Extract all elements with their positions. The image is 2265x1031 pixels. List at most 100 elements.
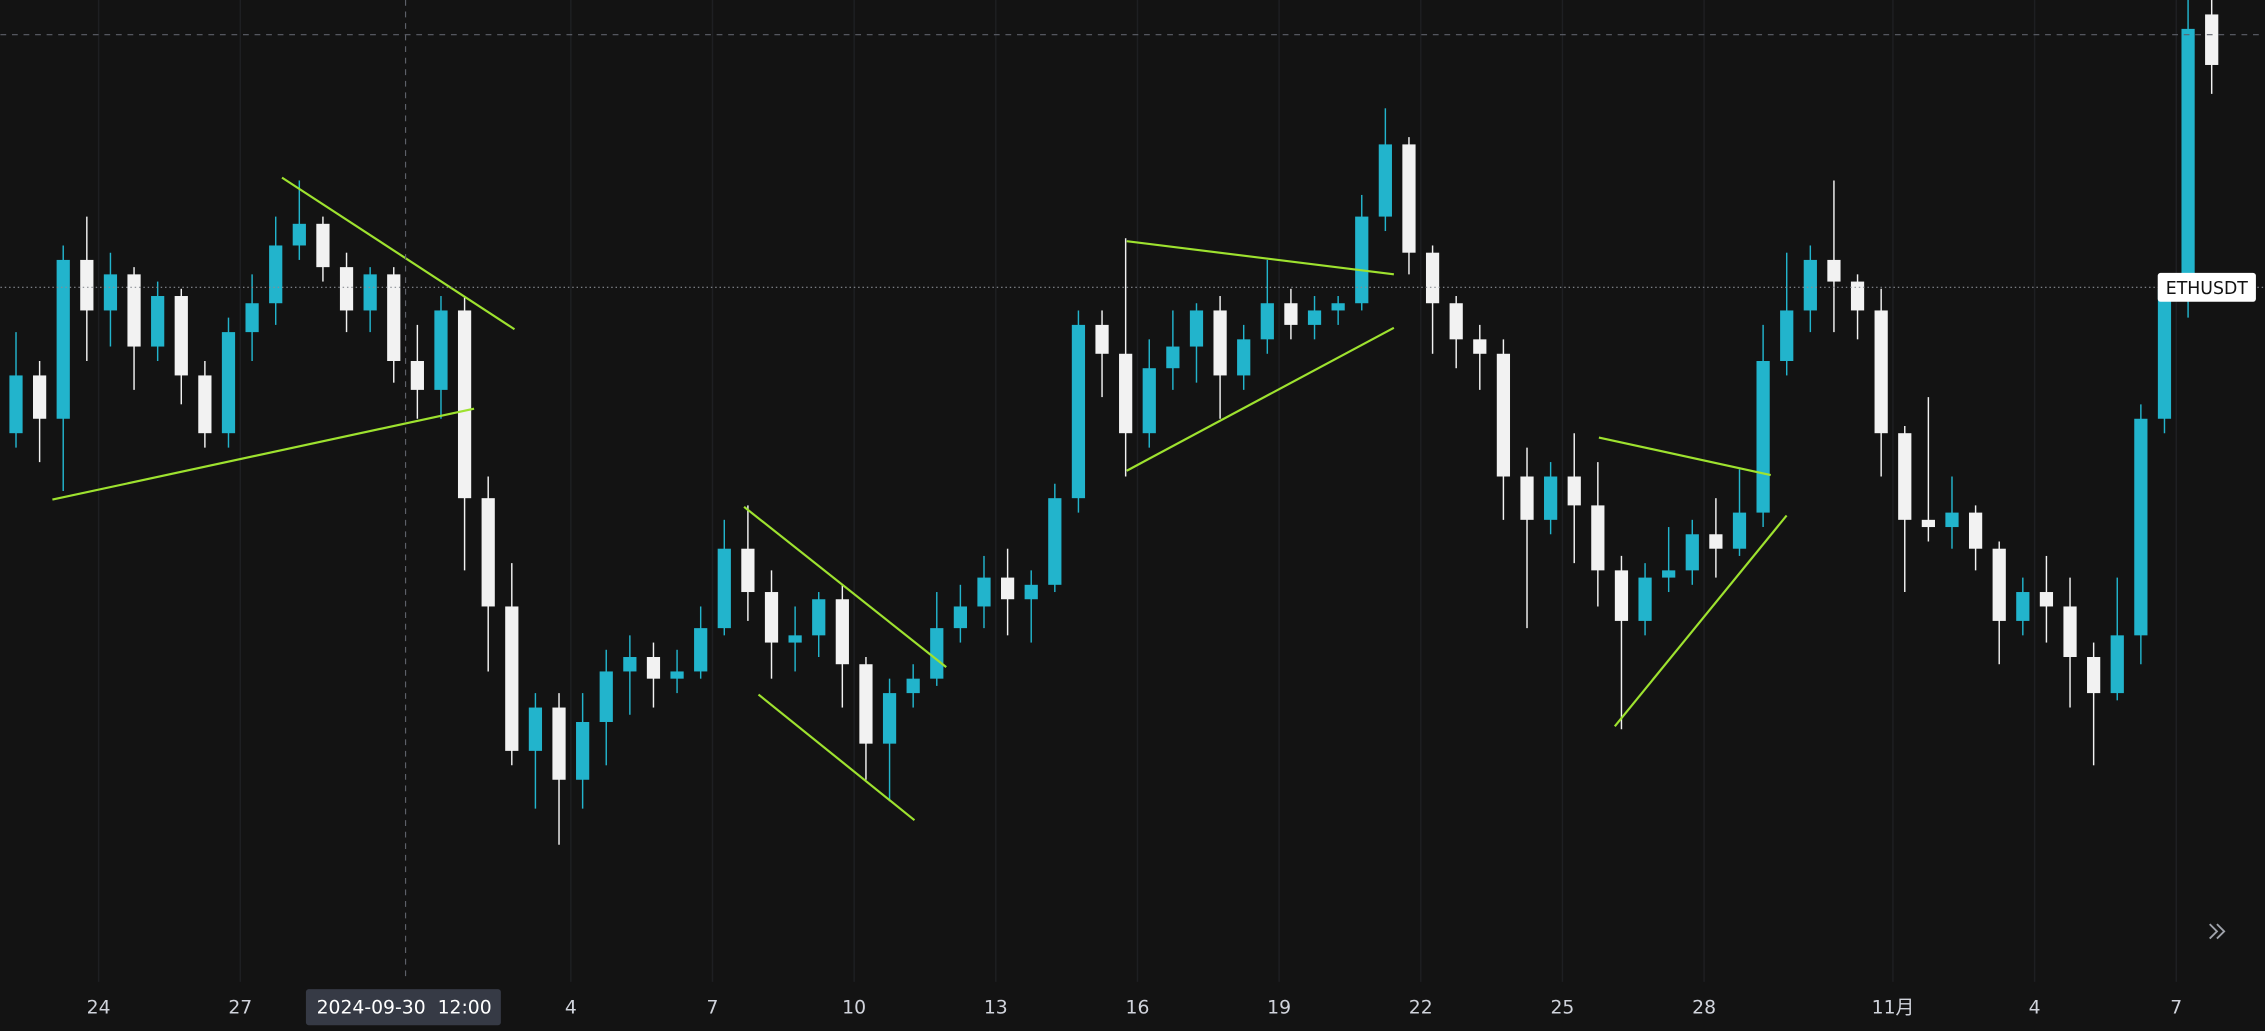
scroll-button[interactable]: [2195, 913, 2235, 953]
drawings: [52, 176, 1788, 822]
x-tick-label: 11月: [1872, 997, 1915, 1018]
candle-body: [1119, 353, 1133, 434]
trend-line: [281, 176, 516, 331]
candle-body: [1662, 570, 1676, 578]
candle-body: [576, 721, 590, 780]
x-tick-label: 24: [87, 997, 111, 1018]
candle-body: [694, 628, 708, 672]
candle-body: [552, 707, 566, 780]
price-label-box: [2157, 272, 2256, 302]
candle-body: [1968, 512, 1983, 549]
candle-body: [1331, 303, 1345, 311]
candle-body: [2134, 418, 2148, 636]
candle-body: [56, 259, 70, 419]
x-tick-label: 13: [984, 997, 1008, 1018]
candle-body: [1260, 303, 1274, 340]
candle-body: [245, 303, 259, 333]
price-label: ETHUSDT: [2166, 279, 2249, 299]
candle-body: [646, 657, 661, 679]
candle-body: [741, 548, 755, 593]
trend-line: [1598, 436, 1771, 477]
candle-body: [316, 223, 330, 268]
candle-body: [764, 592, 779, 643]
candle-body: [457, 310, 472, 499]
candle-body: [269, 245, 283, 304]
candle-body: [2205, 14, 2219, 65]
candle-body: [1638, 577, 1652, 621]
candle-body: [363, 274, 377, 311]
x-tick-label: 7: [2170, 997, 2182, 1018]
candle-body: [1307, 310, 1322, 325]
candle-body: [1520, 476, 1534, 520]
candle-body: [174, 296, 188, 376]
candle-body: [1591, 505, 1605, 571]
candle-body: [80, 259, 94, 311]
candle-body: [1898, 433, 1912, 520]
candle-body: [1024, 584, 1038, 600]
candle-body: [1992, 548, 2006, 621]
candle-body: [1071, 324, 1086, 499]
candle-body: [2181, 28, 2195, 289]
candle-body: [33, 375, 47, 419]
candle-body: [1473, 339, 1487, 354]
grid: [97, 0, 2178, 982]
candle-body: [1732, 512, 1747, 549]
trend-line: [52, 407, 475, 501]
candle-body: [906, 678, 920, 694]
candle-body: [717, 548, 731, 629]
trend-line: [1126, 240, 1394, 276]
candle-body: [198, 375, 212, 434]
candle-body: [1142, 368, 1156, 434]
x-tick-label: 4: [565, 997, 577, 1018]
candle-body: [1544, 476, 1558, 520]
candle-body: [1000, 577, 1015, 600]
trend-line: [743, 505, 947, 668]
candle-body: [977, 577, 991, 607]
candle-body: [1803, 259, 1817, 311]
x-tick-label: 27: [228, 997, 252, 1018]
candle-body: [292, 223, 306, 246]
x-tick-label: 25: [1550, 997, 1574, 1018]
candle-body: [835, 599, 849, 665]
candle-body: [1166, 346, 1180, 369]
candle-body: [882, 693, 897, 744]
candle-body: [599, 671, 613, 722]
candle-body: [1378, 144, 1392, 217]
x-tick-label: 28: [1692, 997, 1716, 1018]
candle-body: [2016, 592, 2030, 621]
candle-body: [410, 360, 424, 390]
candle-body: [1402, 144, 1416, 253]
candle-body: [859, 664, 873, 744]
x-tick-label: 16: [1126, 997, 1150, 1018]
candle-body: [528, 707, 543, 751]
chevron-icon: [2209, 923, 2226, 940]
candle-body: [1780, 310, 1794, 361]
candle-body: [1685, 534, 1699, 571]
candle-body: [1921, 519, 1935, 528]
candle-body: [2110, 635, 2124, 694]
trend-line: [1613, 514, 1788, 728]
x-tick-label: 10: [842, 997, 866, 1018]
x-tick-label: 22: [1409, 997, 1433, 1018]
candles: [9, 0, 2219, 845]
candle-body: [1496, 353, 1511, 477]
candle-body: [2063, 606, 2077, 658]
candle-body: [2157, 288, 2172, 419]
candle-body: [1827, 259, 1841, 282]
trend-line: [757, 693, 916, 822]
candle-body: [1189, 310, 1204, 347]
candle-body: [1756, 360, 1770, 513]
candle-body: [953, 606, 967, 629]
x-tick-label: 4: [2029, 997, 2041, 1018]
x-tick-label: 19: [1267, 997, 1291, 1018]
candle-body: [788, 635, 802, 643]
candle-body: [1095, 324, 1109, 354]
candle-body: [387, 274, 401, 361]
candle-body: [1213, 310, 1227, 376]
crosshair-label: 2024-09-30 12:00: [317, 997, 492, 1018]
trend-line: [1126, 326, 1395, 472]
candle-body: [481, 498, 495, 607]
